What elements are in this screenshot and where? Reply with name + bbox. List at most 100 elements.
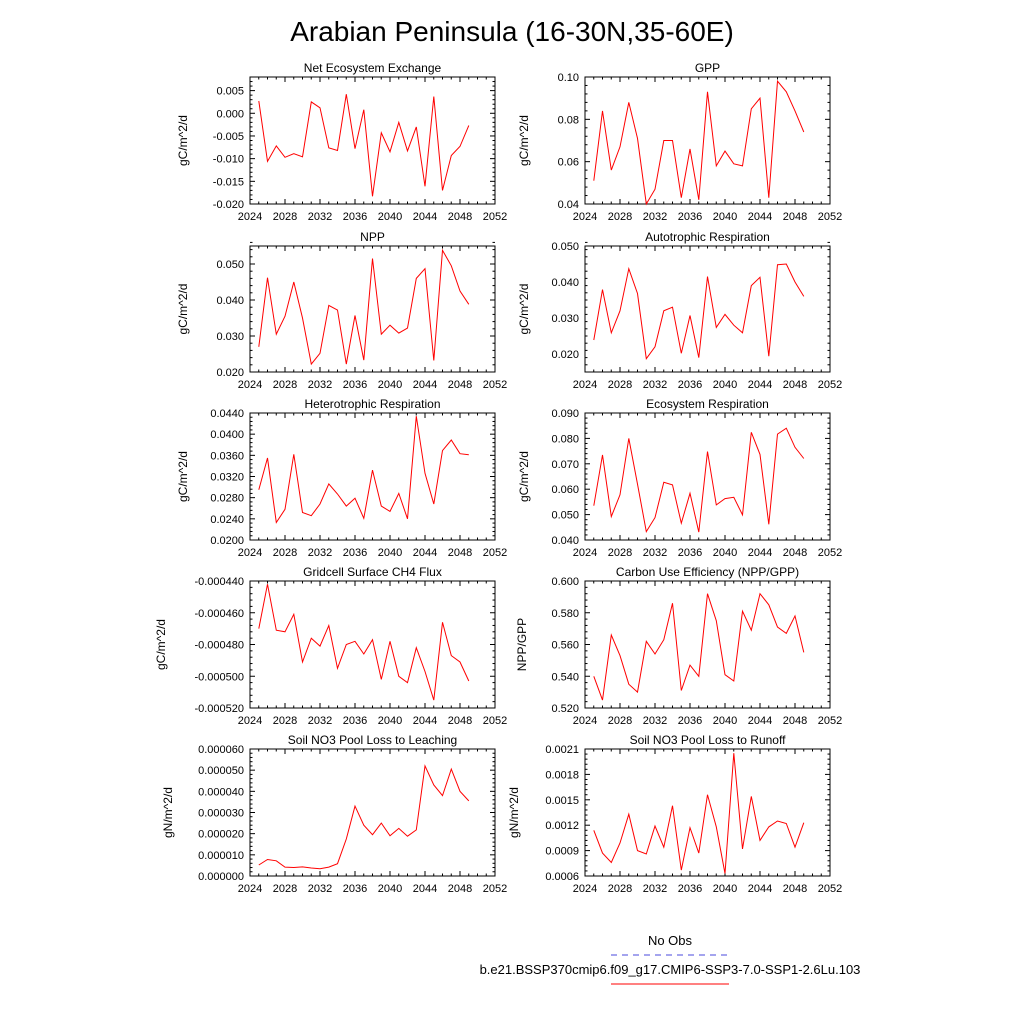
panel-title: NPP — [360, 230, 385, 244]
x-tick-label: 2052 — [483, 883, 507, 895]
y-tick-label: 0.08 — [558, 114, 579, 126]
y-tick-label: 0.000010 — [198, 850, 244, 862]
y-tick-label: 0.000060 — [198, 744, 244, 756]
y-tick-label: 0.540 — [551, 671, 579, 683]
x-tick-label: 2052 — [818, 715, 842, 727]
y-tick-label: 0.030 — [551, 313, 579, 325]
y-tick-label: -0.000460 — [194, 608, 244, 620]
series-line — [258, 94, 470, 197]
y-tick-label: 0.020 — [551, 349, 579, 361]
legend: No Obs b.e21.BSSP370cmip6.f09_g17.CMIP6-… — [480, 933, 860, 985]
y-axis-label: gC/m^2/d — [154, 619, 168, 670]
series-line — [258, 248, 470, 366]
y-tick-label: 0.0018 — [545, 769, 579, 781]
x-tick-label: 2052 — [818, 379, 842, 391]
x-tick-label: 2040 — [378, 379, 402, 391]
x-tick-label: 2036 — [678, 379, 702, 391]
x-tick-label: 2044 — [413, 715, 437, 727]
x-tick-label: 2024 — [238, 883, 262, 895]
x-tick-label: 2052 — [818, 547, 842, 559]
x-tick-label: 2044 — [748, 883, 772, 895]
chart-panel-4: Autotrophic Respiration gC/m^2/d 2024 2028 2… — [517, 230, 842, 391]
y-tick-label: 0.0360 — [210, 450, 244, 462]
panel-title: Heterotrophic Respiration — [304, 397, 440, 411]
figure-title: Arabian Peninsula (16-30N,35-60E) — [290, 16, 734, 47]
y-axis-label: gC/m^2/d — [176, 284, 190, 335]
x-tick-label: 2036 — [343, 211, 367, 223]
y-tick-label: 0.0200 — [210, 535, 244, 547]
chart-panel-8: Carbon Use Efficiency (NPP/GPP) NPP/GPP 20… — [515, 565, 842, 727]
x-tick-label: 2032 — [308, 379, 332, 391]
y-tick-label: 0.090 — [551, 408, 579, 420]
y-tick-label: 0.070 — [551, 459, 579, 471]
x-tick-label: 2036 — [678, 211, 702, 223]
x-tick-label: 2036 — [343, 883, 367, 895]
x-tick-label: 2036 — [343, 379, 367, 391]
panel-title: Gridcell Surface CH4 Flux — [303, 565, 442, 579]
panel-title: Net Ecosystem Exchange — [304, 61, 442, 75]
y-tick-label: 0.0006 — [545, 871, 579, 883]
y-axis-label: gC/m^2/d — [176, 115, 190, 166]
y-tick-label: 0.020 — [216, 367, 244, 379]
y-tick-label: 0.040 — [551, 277, 579, 289]
x-tick-label: 2028 — [273, 883, 297, 895]
y-tick-label: 0.0400 — [210, 429, 244, 441]
y-tick-label: 0.050 — [551, 510, 579, 522]
x-tick-label: 2032 — [643, 547, 667, 559]
chart-panel-5: Heterotrophic Respiration gC/m^2/d 2024 202… — [176, 397, 507, 559]
x-tick-label: 2052 — [818, 883, 842, 895]
y-tick-label: 0.000040 — [198, 786, 244, 798]
plot-frame — [584, 580, 831, 709]
y-axis-label: gC/m^2/d — [517, 115, 531, 166]
legend-obs-label: No Obs — [648, 933, 693, 948]
plot-frame — [249, 412, 496, 541]
x-tick-label: 2024 — [573, 547, 597, 559]
x-tick-label: 2028 — [273, 547, 297, 559]
plot-frame — [584, 412, 831, 541]
x-tick-label: 2052 — [483, 379, 507, 391]
x-tick-label: 2028 — [608, 211, 632, 223]
y-tick-label: 0.040 — [551, 535, 579, 547]
x-tick-label: 2040 — [378, 883, 402, 895]
panels: Net Ecosystem Exchange gC/m^2/d 2024 2028 20… — [154, 61, 842, 895]
x-tick-label: 2040 — [378, 715, 402, 727]
plot-frame — [584, 245, 831, 373]
plot-frame — [249, 76, 496, 205]
x-tick-label: 2024 — [238, 211, 262, 223]
y-tick-label: -0.020 — [213, 199, 244, 211]
x-tick-label: 2048 — [783, 547, 807, 559]
chart-panel-10: Soil NO3 Pool Loss to Runoff gN/m^2/d 2024… — [507, 733, 842, 895]
y-tick-label: 0.0280 — [210, 493, 244, 505]
x-tick-label: 2040 — [713, 715, 737, 727]
y-tick-label: 0.0012 — [545, 820, 579, 832]
series-line — [258, 416, 469, 524]
x-tick-label: 2032 — [308, 883, 332, 895]
y-tick-label: -0.015 — [213, 176, 244, 188]
y-tick-label: 0.580 — [551, 608, 579, 620]
x-tick-label: 2036 — [678, 715, 702, 727]
y-tick-label: 0.560 — [551, 640, 579, 652]
x-tick-label: 2032 — [643, 211, 667, 223]
y-tick-label: 0.000000 — [198, 871, 244, 883]
y-tick-label: 0.0015 — [545, 795, 579, 807]
y-axis-label: NPP/GPP — [515, 618, 529, 671]
x-tick-label: 2040 — [713, 379, 737, 391]
y-tick-label: 0.000030 — [198, 808, 244, 820]
y-tick-label: -0.000480 — [194, 640, 244, 652]
y-tick-label: 0.040 — [216, 295, 244, 307]
x-tick-label: 2044 — [748, 211, 772, 223]
x-tick-label: 2024 — [573, 883, 597, 895]
y-tick-label: 0.000020 — [198, 829, 244, 841]
x-tick-label: 2048 — [448, 715, 472, 727]
x-tick-label: 2040 — [713, 211, 737, 223]
x-tick-label: 2028 — [273, 715, 297, 727]
y-tick-label: 0.520 — [551, 703, 579, 715]
x-tick-label: 2044 — [413, 547, 437, 559]
y-tick-label: 0.0320 — [210, 472, 244, 484]
chart-panel-9: Soil NO3 Pool Loss to Leaching gN/m^2/d 20… — [161, 733, 507, 895]
x-tick-label: 2032 — [643, 883, 667, 895]
series-line — [593, 263, 805, 360]
x-tick-label: 2052 — [483, 211, 507, 223]
x-tick-label: 2040 — [378, 547, 402, 559]
